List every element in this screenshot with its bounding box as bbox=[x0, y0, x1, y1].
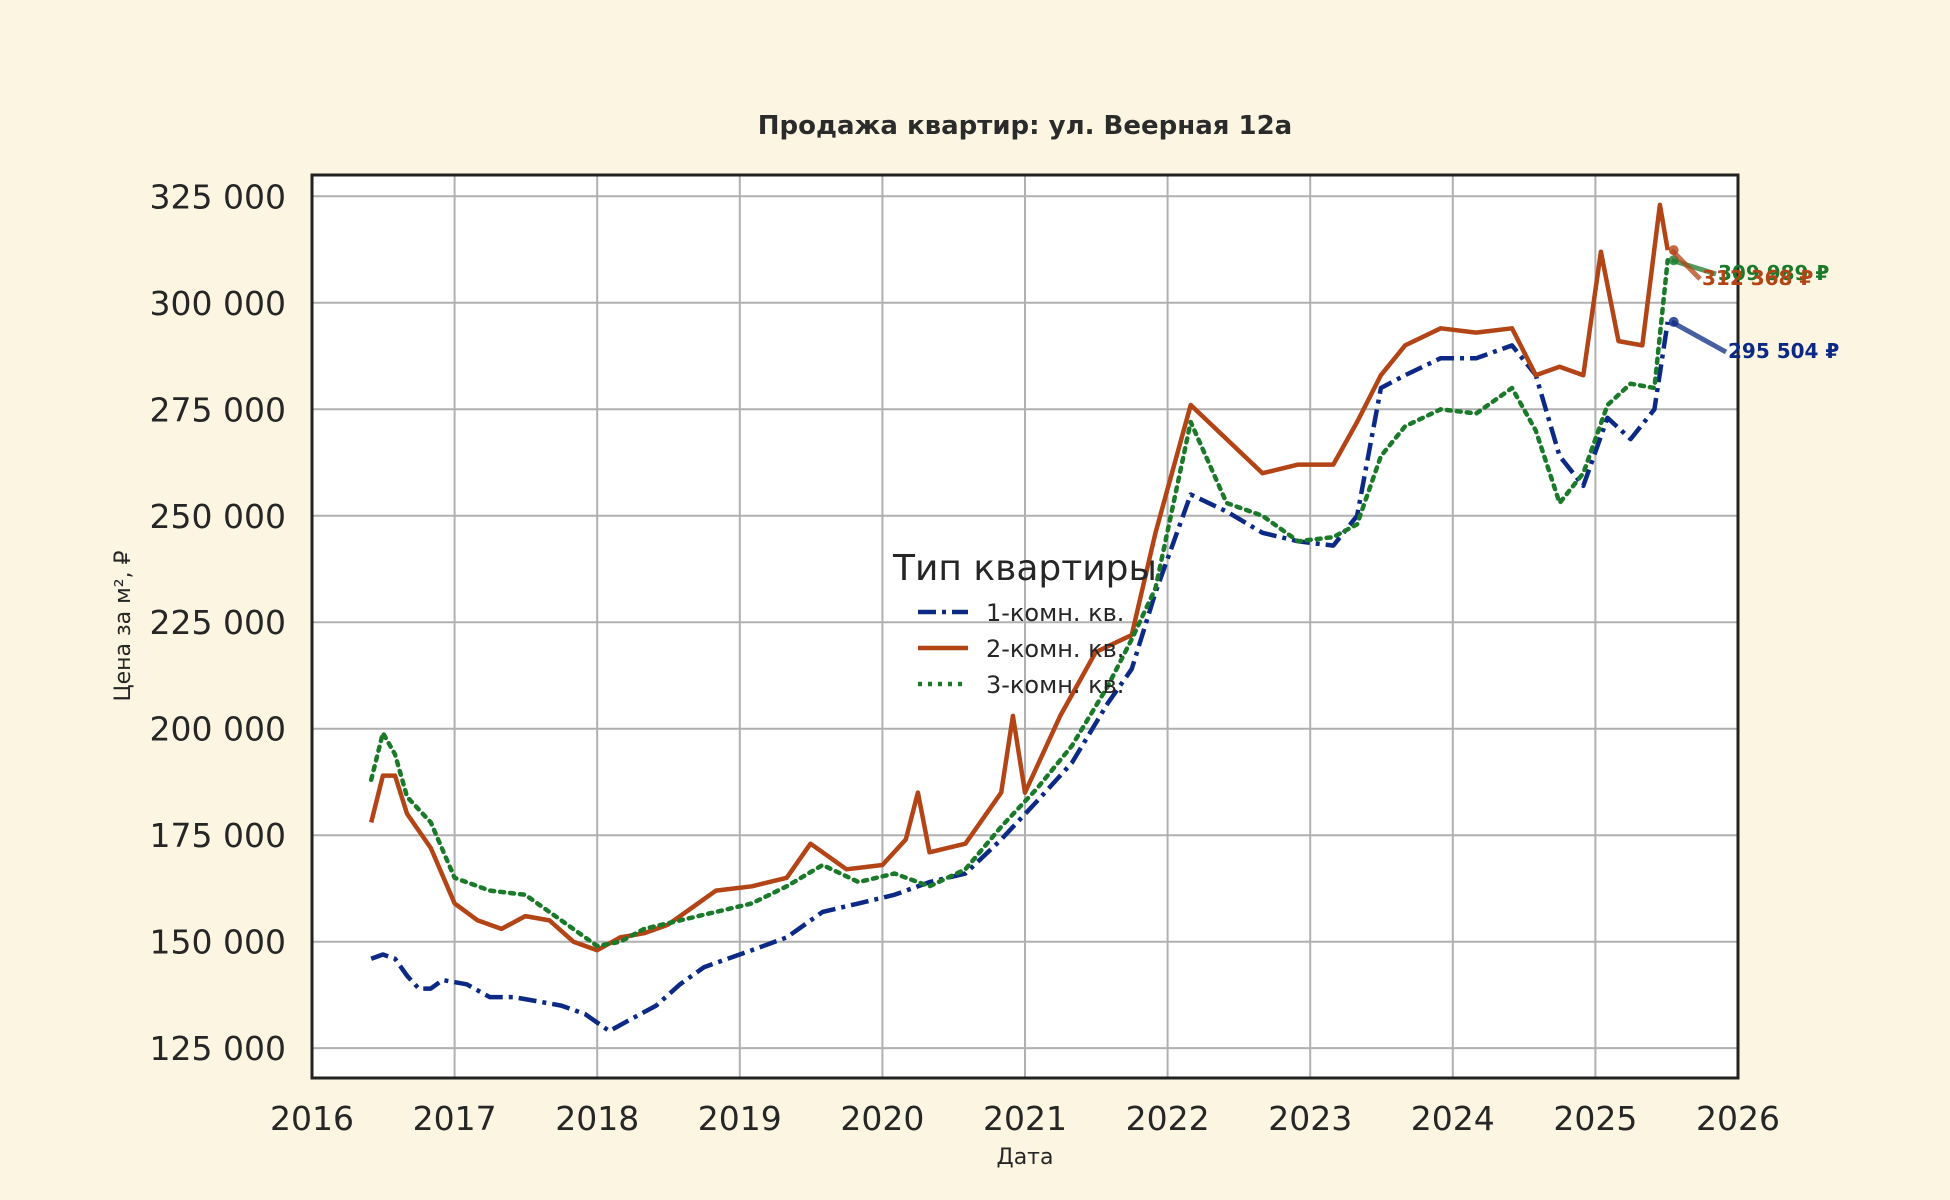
x-axis-ticks: 2016 2017 2018 2019 2020 2021 2022 2023 2024 2025… bbox=[270, 1099, 1780, 1138]
y-tick-label: 300 000 bbox=[150, 284, 286, 323]
y-axis-label: Цена за м², ₽ bbox=[111, 550, 136, 701]
annotation-arrowhead-3 bbox=[1668, 316, 1679, 327]
x-tick-label: 2019 bbox=[698, 1099, 782, 1138]
y-tick-label: 175 000 bbox=[150, 816, 286, 855]
x-axis-label: Дата bbox=[997, 1145, 1054, 1170]
y-tick-label: 200 000 bbox=[150, 710, 286, 749]
legend-label-2: 2-комн. кв. bbox=[986, 635, 1124, 663]
annotation-arrowhead-2 bbox=[1668, 245, 1679, 256]
series-line-1 bbox=[370, 321, 1670, 1034]
annotation-arrow-1 bbox=[1670, 257, 1717, 277]
legend-label-3: 3-комн. кв. bbox=[986, 671, 1124, 699]
x-tick-label: 2025 bbox=[1553, 1099, 1637, 1138]
x-tick-label: 2023 bbox=[1268, 1099, 1352, 1138]
chart-title: Продажа квартир: ул. Веерная 12а bbox=[758, 111, 1292, 141]
x-tick-label: 2021 bbox=[983, 1099, 1067, 1138]
y-tick-label: 225 000 bbox=[150, 603, 286, 642]
series-line-3 bbox=[368, 257, 1670, 949]
y-tick-label: 250 000 bbox=[150, 497, 286, 536]
legend-label-1: 1-комн. кв. bbox=[986, 599, 1124, 627]
x-tick-label: 2026 bbox=[1696, 1099, 1780, 1138]
annotation-arrow-2 bbox=[1669, 248, 1702, 281]
series-layer bbox=[368, 202, 1670, 1034]
x-tick-label: 2018 bbox=[555, 1099, 639, 1138]
annotations: 309 989 ₽312 368 ₽ 295 504 ₽ bbox=[1668, 245, 1839, 363]
x-tick-label: 2024 bbox=[1411, 1099, 1495, 1138]
plot-frame bbox=[310, 173, 1740, 1080]
annotation-label-2: 312 368 ₽ bbox=[1702, 266, 1813, 290]
legend-title: Тип квартиры bbox=[892, 548, 1157, 589]
y-axis-ticks: 125 000 150 000 175 000 200 000 225 000 250 0… bbox=[150, 177, 286, 1068]
annotation-label-1: 309 989 ₽ bbox=[1718, 261, 1829, 285]
x-tick-label: 2022 bbox=[1126, 1099, 1210, 1138]
x-tick-label: 2017 bbox=[413, 1099, 497, 1138]
y-tick-label: 275 000 bbox=[150, 390, 286, 429]
annotation-label-3: 295 504 ₽ bbox=[1728, 339, 1839, 363]
annotation-arrow-3 bbox=[1670, 319, 1728, 355]
y-tick-label: 125 000 bbox=[150, 1029, 286, 1068]
x-tick-label: 2020 bbox=[840, 1099, 924, 1138]
x-tick-label: 2016 bbox=[270, 1099, 354, 1138]
y-tick-label: 325 000 bbox=[150, 177, 286, 216]
legend: Тип квартиры 1-комн. кв. 2-комн. кв. 3-ком… bbox=[892, 548, 1157, 699]
series-line-2 bbox=[369, 202, 1670, 953]
y-tick-label: 150 000 bbox=[150, 923, 286, 962]
